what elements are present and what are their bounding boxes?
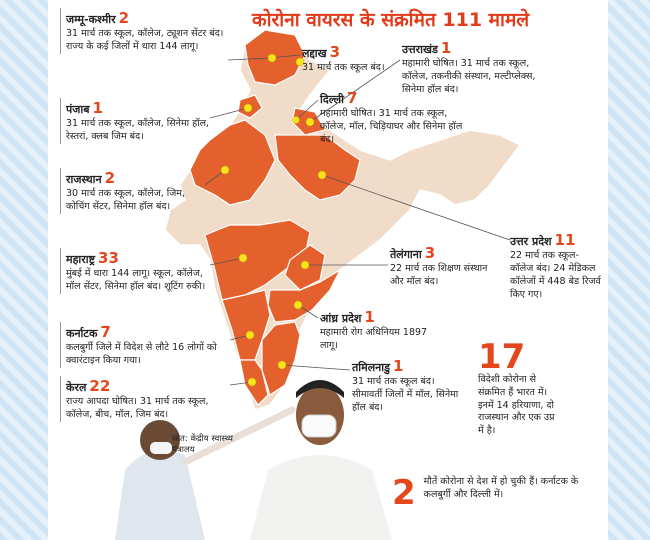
state-block: राजस्थान 2 30 मार्च तक स्कूल, कॉलेज, जिम, … [60,168,191,214]
count: 1 [364,308,375,326]
man-shirt [250,455,392,540]
state-block: दिल्ली 7 महामारी घोषित। 31 मार्च तक स्कूल,… [320,88,470,147]
arm [181,406,296,466]
state-block: उत्तराखंड 1 महामारी घोषित। 31 मार्च तक स्क… [402,38,552,97]
dot [305,117,315,127]
state-block: महाराष्ट्र 33 मुंबई में धारा 144 लागू। स्क… [60,248,211,294]
mask [301,414,337,438]
state-shape [274,134,361,201]
state-block: आंध्र प्रदेश 1 महामारी रोग अधिनियम 1897 ला… [320,307,430,353]
count: 1 [393,357,404,375]
dot [317,170,327,180]
title: कोरोना वायरस के संक्रमित 111 मामले [252,9,530,31]
state-text: राज्य आपदा घोषित। 31 मार्च तक स्कूल, कॉल… [66,396,209,421]
state-name: पंजाब [66,103,90,116]
state-name: महाराष्ट्र [66,253,96,266]
state-text: महामारी घोषित। 31 मार्च तक स्कूल, कॉलेज,… [402,58,536,95]
state-text: 31 मार्च तक स्कूल, कॉलेज, सिनेमा हॉल, रे… [66,118,210,143]
count: 7 [100,323,111,341]
dot [245,330,255,340]
state-name: उत्तर प्रदेश [510,235,552,248]
leader-line [309,59,401,123]
hair [296,380,344,398]
dot [277,360,287,370]
state-block: लद्दाख 3 31 मार्च तक स्कूल बंद। [302,42,402,75]
state-text: 22 मार्च तक शिक्षण संस्थान और मॉल बंद। [390,263,488,288]
state-shape [267,268,342,323]
state-name: लद्दाख [302,47,327,60]
state-name: जम्मू-कश्मीर [66,13,116,26]
state-text: मुंबई में धारा 144 लागू। स्कूल, कॉलेज, म… [66,268,206,293]
count: 33 [98,249,119,267]
dot [293,300,303,310]
leader-line [209,107,249,119]
state-name: उत्तराखंड [402,43,438,56]
state-name: केरल [66,381,87,394]
count: 22 [89,377,111,395]
dot [295,57,305,67]
leader-lines [204,54,511,386]
state-block: कर्नाटक 7 कलबुर्गी जिले में विदेश से लौटे … [60,322,231,368]
source: स्रोत: केंद्रीय स्वास्थ्य मंत्रालय [172,434,233,456]
fact-count: 2 [392,473,416,513]
state-block: जम्मू-कश्मीर 2 31 मार्च तक स्कूल, कॉलेज, ट… [60,8,231,54]
fact-block: 17 विदेशी कोरोना से संक्रमित हैं भारत में… [478,340,560,438]
dot [243,103,253,113]
leader-line [295,99,319,121]
state-block: केरल 22 राज्य आपदा घोषित। 31 मार्च तक स्कू… [60,376,231,422]
fact-block: 2 मौतें कोरोना से देश में हो चुकी हैं। कर… [392,476,597,510]
dot [267,53,277,63]
dot [300,260,310,270]
state-text: 30 मार्च तक स्कूल, कॉलेज, जिम, कोचिंग से… [66,188,186,213]
state-block: उत्तर प्रदेश 11 22 मार्च तक स्कूल-कॉलेज बं… [510,230,602,302]
state-shape [189,119,276,206]
fact-text: विदेशी कोरोना से संक्रमित हैं भारत में। … [478,374,555,437]
count: 1 [440,39,452,57]
fact-text: मौतें कोरोना से देश में हो चुकी हैं। कर्… [423,476,579,500]
health-worker-body [115,450,205,540]
state-shape [261,321,301,396]
state-text: महामारी रोग अधिनियम 1897 लागू। [320,327,428,352]
leader-line [281,364,351,371]
state-text: कलबुर्गी जिले में विदेश से लौटे 16 लोगों… [66,342,217,367]
count: 2 [118,9,130,27]
state-block: पंजाब 1 31 मार्च तक स्कूल, कॉलेज, सिनेमा ह… [60,98,211,144]
count: 7 [346,89,358,107]
state-text: महामारी घोषित। 31 मार्च तक स्कूल, कॉलेज,… [320,108,463,145]
state-text: 22 मार्च तक स्कूल-कॉलेज बंद। 24 मेडिकल क… [510,250,601,300]
count: 3 [424,244,436,262]
mask [150,442,172,454]
photo [115,380,392,540]
state-name: तेलंगाना [390,248,422,261]
count: 3 [329,43,341,61]
dot [247,377,257,387]
count: 1 [92,99,103,117]
count: 2 [104,169,115,187]
state-name: कर्नाटक [66,327,98,340]
dot [220,165,230,175]
state-block: तेलंगाना 3 22 मार्च तक शिक्षण संस्थान और म… [390,243,490,289]
state-block: तमिलनाडु 1 31 मार्च तक स्कूल बंद। सीमावर्त… [352,356,467,415]
dot [292,116,300,124]
state-text: 31 मार्च तक स्कूल बंद। [302,62,385,74]
count: 11 [554,231,576,249]
state-name: तमिलनाडु [352,361,390,374]
state-text: 31 मार्च तक स्कूल, कॉलेज, ट्यूशन सेंटर ब… [66,28,224,53]
leader-line [209,257,244,266]
dot [238,253,248,263]
state-name: आंध्र प्रदेश [320,312,362,325]
fact-count: 17 [478,337,526,377]
state-name: राजस्थान [66,173,102,186]
leader-line [227,57,273,61]
state-text: 31 मार्च तक स्कूल बंद। सीमावर्ती जिलों म… [352,376,459,413]
city-dots [220,53,327,387]
leader-line [321,174,511,241]
state-name: दिल्ली [320,93,344,106]
